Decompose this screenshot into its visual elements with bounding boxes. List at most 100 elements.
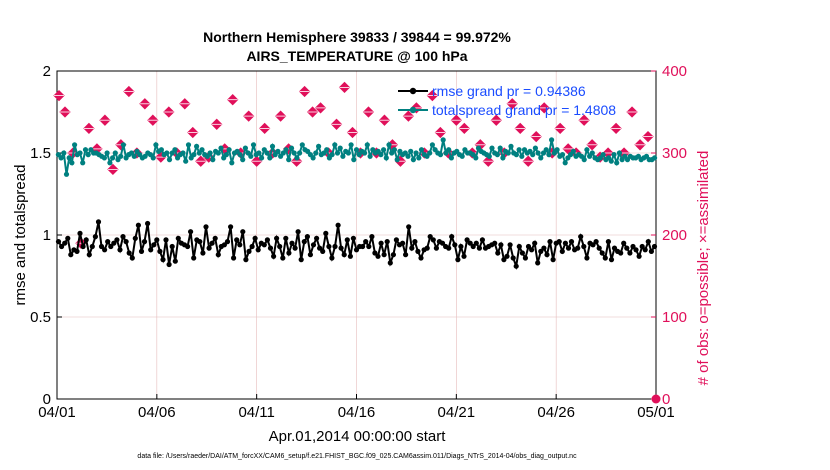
rmse-point xyxy=(206,245,212,251)
totalspread-point xyxy=(562,160,568,166)
totalspread-point xyxy=(530,152,536,158)
totalspread-point xyxy=(489,145,495,151)
totalspread-point xyxy=(448,155,454,161)
rmse-point xyxy=(575,245,581,251)
rmse-point xyxy=(129,255,135,261)
y-tick-label-right: 0 xyxy=(662,391,670,408)
rmse-point xyxy=(418,255,424,261)
rmse-point xyxy=(467,240,473,246)
rmse-point xyxy=(602,255,608,261)
totalspread-point xyxy=(191,152,197,158)
totalspread-point xyxy=(110,155,116,161)
rmse-point xyxy=(375,253,381,259)
y-tick-label-right: 300 xyxy=(662,145,687,162)
rmse-point xyxy=(492,240,498,246)
rmse-point xyxy=(237,242,243,248)
totalspread-point xyxy=(410,157,416,163)
rmse-point xyxy=(645,239,651,245)
totalspread-point xyxy=(446,147,452,153)
rmse-point xyxy=(310,242,317,248)
rmse-point xyxy=(455,257,461,263)
y-axis-label-right: # of obs: o=possible; ×=assimilated xyxy=(695,151,712,386)
rmse-point xyxy=(215,252,221,258)
rmse-point xyxy=(286,250,292,256)
rmse-point xyxy=(599,250,605,256)
x-tick-label: 04/21 xyxy=(438,404,476,421)
rmse-point xyxy=(636,253,642,259)
totalspread-point xyxy=(353,147,360,153)
rmse-point xyxy=(228,224,234,230)
y-tick-label-right: 100 xyxy=(662,309,687,326)
totalspread-point xyxy=(264,150,270,156)
rmse-point xyxy=(200,250,206,256)
totalspread-point xyxy=(313,150,319,156)
y-tick-label-right: 200 xyxy=(662,227,687,244)
totalspread-point xyxy=(250,142,257,148)
chart-title-line2: AIRS_TEMPERATURE @ 100 hPa xyxy=(246,48,467,64)
rmse-point xyxy=(80,243,86,250)
grid-lines xyxy=(56,70,657,400)
totalspread-point xyxy=(172,147,178,153)
rmse-point xyxy=(605,239,612,245)
totalspread-point xyxy=(381,147,387,153)
legend-marker-rmse xyxy=(409,87,417,95)
rmse-point xyxy=(323,230,329,236)
legend-label-spread: totalspread grand pr = 1.4808 xyxy=(432,102,616,118)
rmse-point xyxy=(433,245,439,251)
y-axis-label-left: rmse and totalspread xyxy=(12,165,29,306)
rmse-point xyxy=(197,239,203,245)
totalspread-point xyxy=(180,150,186,156)
y-tick-label-left: 1 xyxy=(43,227,51,244)
rmse-point xyxy=(298,257,304,263)
totalspread-point xyxy=(386,142,392,148)
totalspread-point xyxy=(316,143,322,149)
totalspread-point xyxy=(269,143,276,149)
totalspread-point xyxy=(505,150,511,156)
totalspread-point xyxy=(104,150,110,156)
rmse-point xyxy=(108,243,114,250)
totalspread-point xyxy=(283,147,289,153)
totalspread-point xyxy=(351,157,357,163)
totalspread-point xyxy=(459,153,465,159)
rmse-point xyxy=(458,243,464,250)
totalspread-point xyxy=(131,153,137,159)
totalspread-point xyxy=(413,150,419,156)
totalspread-point xyxy=(185,142,192,148)
rmse-point xyxy=(378,240,384,246)
rmse-point xyxy=(464,237,470,243)
rmse-point xyxy=(363,239,369,245)
totalspread-point xyxy=(166,157,173,163)
totalspread-point xyxy=(199,147,205,153)
rmse-point xyxy=(154,237,160,243)
rmse-point xyxy=(347,253,353,259)
totalspread-point xyxy=(473,155,479,161)
rmse-point xyxy=(344,237,350,243)
totalspread-point xyxy=(500,155,506,161)
totalspread-point xyxy=(63,171,70,177)
totalspread-point xyxy=(437,152,444,158)
totalspread-point xyxy=(391,147,397,153)
rmse-point xyxy=(642,247,648,253)
totalspread-point xyxy=(291,150,297,156)
rmse-point xyxy=(630,243,636,250)
rmse-point xyxy=(95,219,102,225)
rmse-point xyxy=(406,224,412,230)
rmse-point xyxy=(83,237,89,243)
rmse-point xyxy=(504,253,510,259)
rmse-point xyxy=(59,243,65,250)
rmse-point xyxy=(274,235,280,241)
rmse-point xyxy=(381,252,387,258)
rmse-series xyxy=(55,219,658,271)
rmse-point xyxy=(501,257,507,263)
totalspread-point xyxy=(153,142,159,148)
rmse-point xyxy=(261,242,267,248)
totalspread-point xyxy=(581,157,587,163)
rmse-point xyxy=(326,243,332,250)
rmse-point xyxy=(556,239,562,245)
totalspread-point xyxy=(226,147,232,153)
totalspread-point xyxy=(248,153,254,159)
totalspread-point xyxy=(218,145,224,151)
totalspread-point xyxy=(378,152,384,158)
rmse-point xyxy=(172,258,178,264)
rmse-point xyxy=(135,222,141,228)
